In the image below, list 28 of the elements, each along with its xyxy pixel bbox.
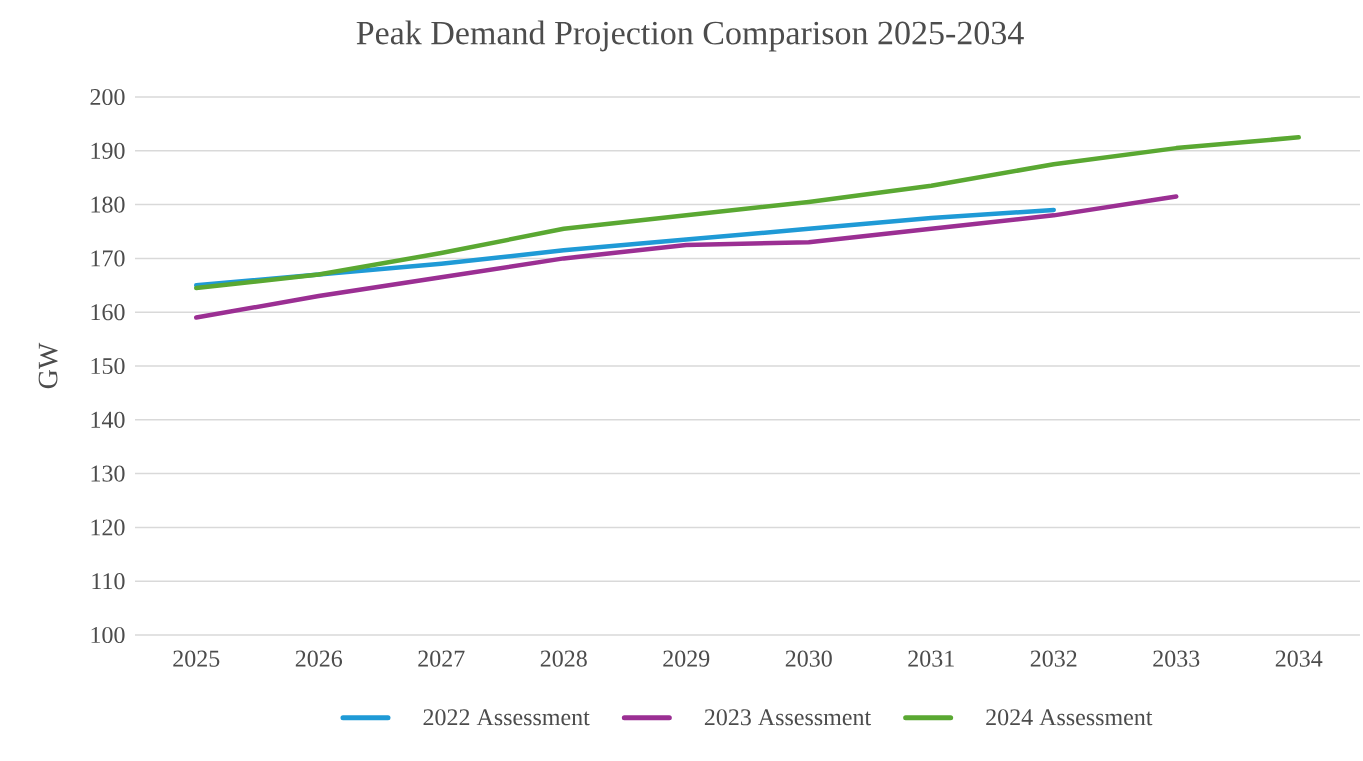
- y-tick-label: 190: [91, 142, 125, 159]
- x-tick-label: 2028: [540, 650, 587, 667]
- x-tick-label: 2029: [663, 650, 710, 667]
- y-tick-label: 110: [92, 573, 125, 590]
- legend-label: 2022 Assessment: [423, 709, 590, 726]
- x-tick-label: 2025: [173, 650, 220, 667]
- y-tick-label: 150: [91, 357, 125, 375]
- x-tick-label: 2027: [418, 650, 465, 667]
- y-tick-label: 130: [91, 465, 125, 482]
- y-axis-title: GW: [38, 342, 58, 389]
- x-tick-label: 2034: [1275, 650, 1323, 667]
- x-tick-label: 2032: [1030, 650, 1077, 667]
- y-tick-label: 170: [91, 250, 125, 267]
- y-tick-label: 100: [91, 626, 125, 644]
- line-series: [194, 135, 1301, 291]
- line-series: [194, 194, 1179, 320]
- y-tick-label: 180: [91, 196, 125, 213]
- x-tick-label: 2031: [908, 650, 954, 667]
- x-tick-label: 2026: [295, 650, 343, 667]
- y-tick-label: 160: [91, 304, 125, 321]
- chart-title: Peak Demand Projection Comparison 2025-2034: [356, 20, 1024, 52]
- y-tick-label: 140: [91, 411, 125, 428]
- y-tick-label: 200: [90, 88, 125, 106]
- x-tick-label: 2030: [785, 650, 832, 667]
- x-tick-label: 2033: [1153, 650, 1200, 667]
- legend-label: 2024 Assessment: [986, 709, 1153, 726]
- legend-label: 2023 Assessment: [704, 709, 871, 726]
- y-tick-label: 120: [91, 519, 125, 536]
